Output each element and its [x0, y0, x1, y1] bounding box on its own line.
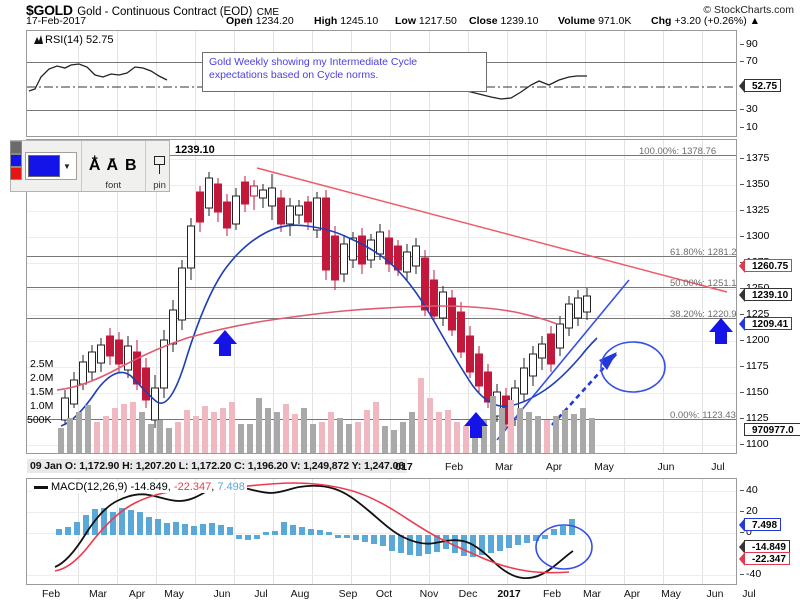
price-flag-close: 1239.10	[738, 287, 793, 302]
price-grid: 2.5M 2.0M 1.5M 1.0M 500K 100.00%: 1378.7…	[27, 140, 736, 453]
fib-label-618: 61.80%: 1281.22	[670, 247, 736, 258]
fast-ma-line	[60, 224, 598, 427]
quote-change: Chg +3.20 (+0.26%) ▲	[651, 15, 761, 27]
price-panel: 2.5M 2.0M 1.5M 1.0M 500K 100.00%: 1378.7…	[26, 139, 737, 454]
volume-tick-500k: 500K	[27, 414, 52, 426]
lower-month-axis: Feb Mar Apr May Jun Jul Aug Sep Oct Nov …	[41, 588, 756, 600]
volume-bars	[58, 378, 595, 453]
color-group[interactable]: ▼	[11, 141, 82, 191]
macd-series	[54, 482, 593, 580]
blue-ellipse-annotation	[600, 341, 666, 393]
red-trendline	[256, 167, 728, 293]
macd-legend: MACD(12,26,9) -14.849, -22.347, 7.498	[32, 481, 247, 493]
price-flag-1260: 1260.75	[738, 258, 793, 273]
font-group-label: font	[105, 180, 122, 191]
quote-open: Open 1234.20	[226, 15, 294, 27]
rsi-legend: RSI(14) 52.75	[32, 34, 116, 46]
fib-label-382: 38.20%: 1220.97	[670, 309, 736, 320]
bold-button[interactable]: B	[125, 157, 137, 174]
price-axis: 1375 1350 1325 1300 1275 1250 1225 1200 …	[738, 139, 800, 454]
macd-legend-value: -14.849	[130, 481, 168, 493]
quote-date: 17-Feb-2017	[26, 15, 87, 27]
volume-tick-2_5m: 2.5M	[30, 358, 54, 370]
price-flag-1209: 1209.41	[738, 316, 793, 331]
macd-grid	[27, 479, 736, 584]
chevron-down-icon[interactable]: ▼	[63, 161, 71, 171]
macd-legend-hist: 7.498	[217, 481, 245, 493]
increase-font-button[interactable]: + A	[88, 153, 101, 174]
stockcharts-watermark: © StockCharts.com	[703, 4, 794, 16]
annotation-line-1: Gold Weekly showing my Intermediate Cycl…	[209, 56, 418, 68]
pin-group[interactable]: pin	[146, 141, 174, 191]
macd-legend-signal: -22.347	[173, 481, 212, 493]
quote-low: Low 1217.50	[395, 15, 457, 27]
quote-close: Close 1239.10	[469, 15, 539, 27]
fib-label-50: 50.00%: 1251.10	[670, 278, 736, 289]
quote-line: 17-Feb-2017 Open 1234.20 High 1245.10 Lo…	[26, 15, 786, 28]
price-close-label: 1239.10	[175, 144, 215, 156]
macd-flag-signal: -22.347	[739, 551, 790, 566]
macd-panel: MACD(12,26,9) -14.849, -22.347, 7.498	[26, 478, 737, 585]
color-history-stack[interactable]	[10, 141, 22, 180]
volume-tick-1_5m: 1.5M	[30, 386, 54, 398]
font-group[interactable]: + A – A B font	[82, 141, 146, 191]
macd-legend-chip	[34, 485, 48, 489]
fib-label-100: 100.00%: 1378.76	[639, 146, 717, 157]
arrow-markers	[213, 318, 733, 438]
candlesticks	[61, 172, 591, 430]
upper-month-axis: 017 Feb Mar Apr May Jun Jul	[395, 461, 725, 473]
annotation-line-2: expectations based on Cycle norms.	[209, 69, 379, 81]
chart-header: $GOLD Gold - Continuous Contract (EOD) C…	[0, 0, 800, 28]
volume-tick-2_0m: 2.0M	[30, 372, 54, 384]
rsi-value-flag: 52.75	[738, 78, 782, 93]
ohlc-status-bar: 09 Jan O: 1,172.90 H: 1,207.20 L: 1,172.…	[27, 459, 408, 473]
volume-tick-1_0m: 1.0M	[30, 400, 54, 412]
price-series	[56, 167, 728, 441]
macd-axis: 40 20 0 -40 7.498 -14.849 -22.347	[738, 478, 800, 585]
header-title-line: $GOLD Gold - Continuous Contract (EOD) C…	[26, 2, 279, 20]
annotation-toolbar[interactable]: ▼ + A – A B font pin	[10, 140, 170, 192]
symbol-description: Gold - Continuous Contract (EOD)	[77, 6, 253, 18]
macd-legend-name: MACD(12,26,9)	[51, 481, 128, 493]
up-arrow-marker-2	[709, 318, 733, 344]
symbol-ticker: $GOLD	[26, 2, 73, 18]
fib-label-0: 0.00%: 1123.43	[670, 410, 736, 421]
pin-group-label: pin	[153, 180, 166, 191]
rsi-axis: 90 70 30 10 52.75	[738, 30, 800, 137]
macd-signal-line	[54, 482, 570, 574]
decrease-font-button[interactable]: – A	[106, 153, 119, 174]
quote-volume: Volume 971.0K	[558, 15, 632, 27]
blue-dotted-arrow	[551, 352, 618, 426]
macd-flag-hist: 7.498	[738, 517, 782, 532]
macd-blue-ellipse	[535, 524, 593, 570]
annotation-textbox[interactable]: Gold Weekly showing my Intermediate Cycl…	[202, 52, 487, 92]
macd-histogram	[56, 508, 575, 557]
rsi-icon	[34, 35, 43, 44]
rsi-legend-text: RSI(14) 52.75	[45, 34, 114, 46]
symbol-exchange: CME	[256, 7, 279, 18]
quote-high: High 1245.10	[314, 15, 379, 27]
volume-flag: 970977.0	[744, 423, 800, 436]
slow-ma-line	[56, 305, 558, 391]
up-arrow-marker-volume	[464, 412, 488, 438]
color-swatch[interactable]	[28, 155, 60, 177]
up-arrow-marker-1	[213, 330, 237, 356]
pin-icon[interactable]	[153, 156, 167, 176]
color-picker-button[interactable]: ▼	[25, 152, 77, 180]
